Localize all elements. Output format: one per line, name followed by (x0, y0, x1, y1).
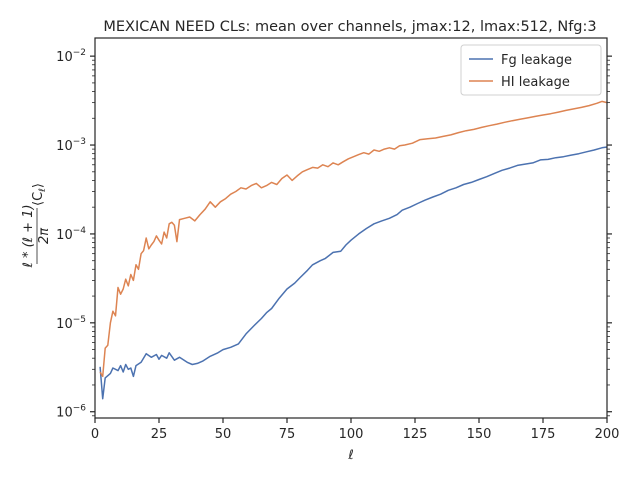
y-axis-label-numerator: ℓ * (ℓ + 1) (21, 204, 36, 268)
x-tick-label: 175 (531, 427, 556, 442)
y-tick-label: 10−3 (56, 137, 86, 154)
x-axis-ticks: 0 25 50 75 100 125 150 175 200 (91, 418, 620, 442)
legend: Fg leakage HI leakage (460, 44, 602, 96)
x-axis-label: ℓ (347, 448, 353, 463)
series-line-hi-leakage (99, 100, 608, 378)
chart-title: MEXICAN NEED CLs: mean over channels, jm… (103, 19, 596, 35)
plot-lines (99, 100, 608, 400)
series-line-fg-leakage (99, 146, 608, 400)
y-tick-label: 10−5 (56, 315, 86, 332)
y-axis-label-close: ⟩ (31, 183, 46, 188)
y-axis-label-mean: ⟨Cℓ⟩ (31, 183, 48, 206)
legend-entry: Fg leakage (501, 53, 572, 68)
x-tick-label: 75 (279, 427, 296, 442)
x-tick-label: 50 (215, 427, 232, 442)
x-tick-label: 100 (339, 427, 364, 442)
y-axis-label-denominator: 2π (37, 228, 52, 244)
y-tick-label: 10−4 (56, 226, 86, 243)
x-tick-label: 150 (467, 427, 492, 442)
y-axis-label: ℓ * (ℓ + 1) 2π ⟨Cℓ⟩ (21, 183, 52, 268)
y-axis-label-subscript: ℓ (38, 188, 48, 193)
x-tick-label: 25 (151, 427, 168, 442)
y-axis-ticks: 10−6 10−5 10−4 10−3 10−2 (56, 48, 612, 421)
y-tick-label: 10−2 (56, 48, 86, 65)
x-tick-label: 125 (403, 427, 428, 442)
legend-entry: HI leakage (501, 75, 570, 90)
y-axis-label-open: ⟨C (31, 192, 46, 206)
x-tick-label: 200 (595, 427, 620, 442)
legend-box (460, 44, 602, 96)
x-tick-label: 0 (91, 427, 99, 442)
y-tick-label: 10−6 (56, 404, 86, 421)
